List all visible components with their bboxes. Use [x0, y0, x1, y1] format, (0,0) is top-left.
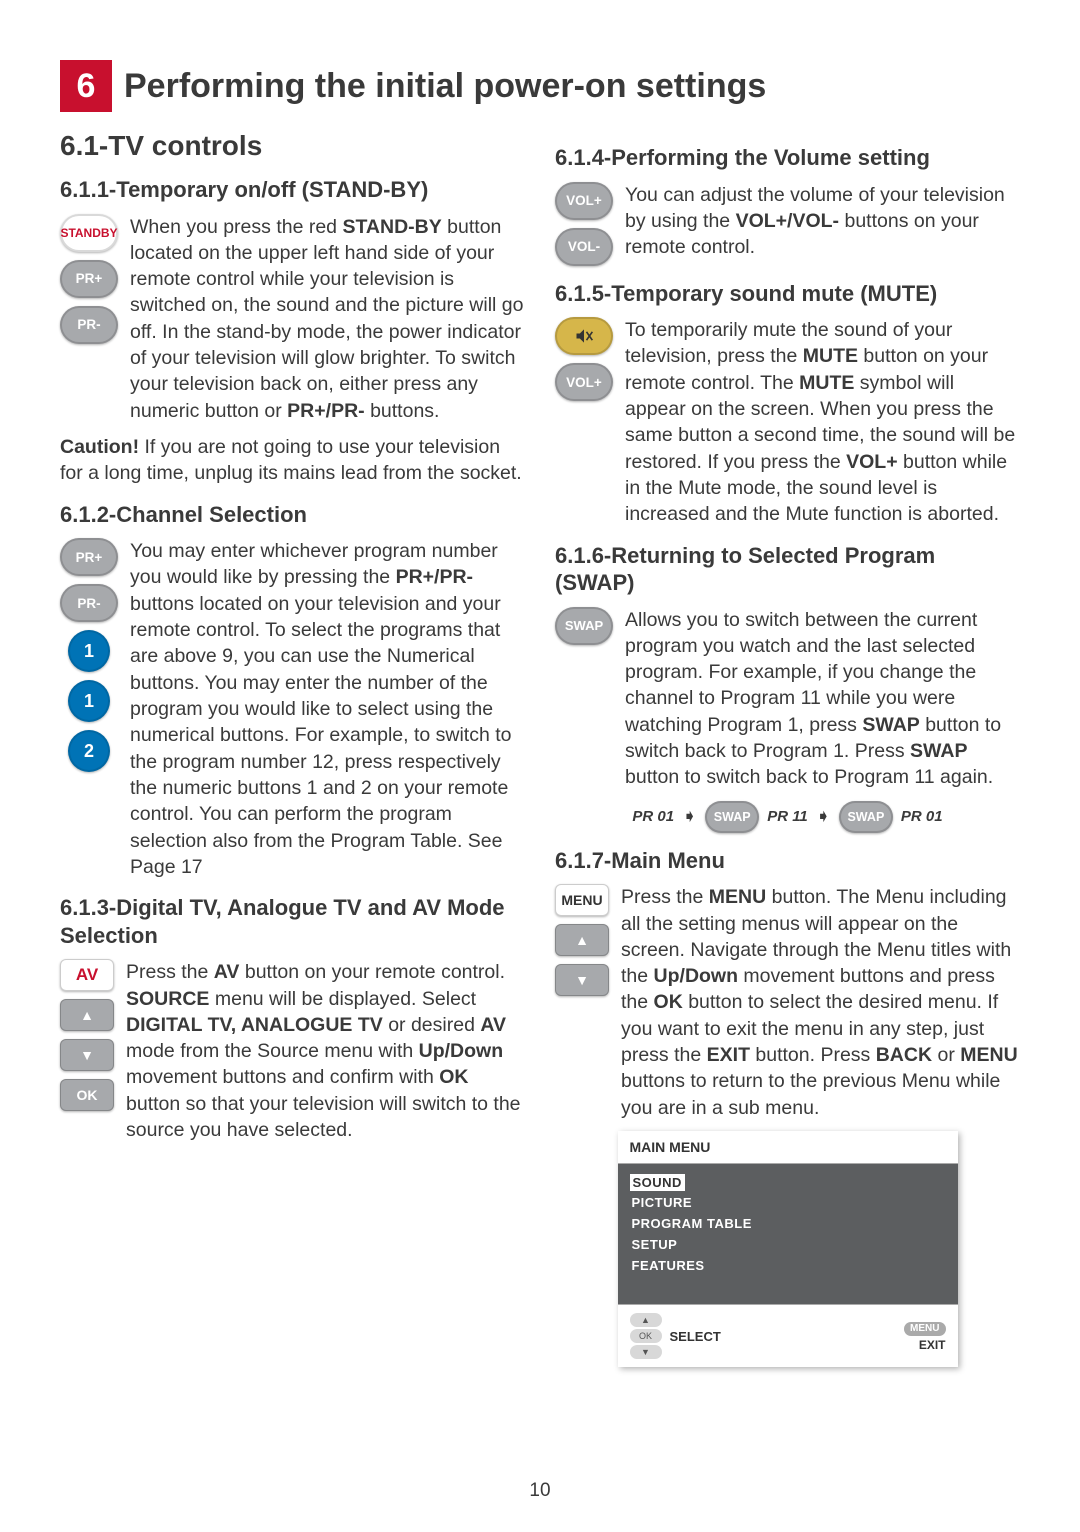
- swap-seq-pr01b: PR 01: [901, 808, 943, 825]
- swap-button-icon: SWAP: [555, 607, 613, 645]
- menu-button-icon: MENU: [555, 884, 609, 916]
- menu-body: SOUND PICTURE PROGRAM TABLE SETUP FEATUR…: [618, 1164, 958, 1304]
- mute-button-icon: [555, 317, 613, 355]
- page-number: 10: [0, 1480, 1080, 1502]
- section-6-1-3-title: 6.1.3-Digital TV, Analogue TV and AV Mod…: [60, 894, 525, 949]
- section-6-1-2-title: 6.1.2-Channel Selection: [60, 501, 525, 529]
- vol-minus-icon: VOL-: [555, 228, 613, 266]
- section-6-1-title: 6.1-TV controls: [60, 130, 525, 162]
- section-6-1-7-body: Press the MENU button. The Menu includin…: [621, 884, 1020, 1121]
- section-6-1-2-body: You may enter whichever program number y…: [130, 538, 525, 880]
- section-6-1-4: 6.1.4-Performing the Volume setting VOL+…: [555, 144, 1020, 266]
- chapter-header: 6 Performing the initial power-on settin…: [60, 60, 1020, 112]
- swap-seq-pr01a: PR 01: [632, 808, 674, 825]
- av-icons: AV ▲ ▼ OK: [60, 959, 114, 1143]
- channel-icons: PR+ PR- 1 1 2: [60, 538, 118, 880]
- section-6-1-3: 6.1.3-Digital TV, Analogue TV and AV Mod…: [60, 894, 525, 1143]
- menu-footer-right: MENU EXIT: [904, 1320, 945, 1352]
- section-6-1-7-title: 6.1.7-Main Menu: [555, 847, 1020, 875]
- pr-minus-icon: PR-: [60, 584, 118, 622]
- swap-icons: SWAP: [555, 607, 613, 791]
- caution-text: Caution! If you are not going to use you…: [60, 434, 525, 487]
- swap-sequence: PR 01 ➧ SWAP PR 11 ➧ SWAP PR 01: [555, 801, 1020, 833]
- down-button-icon: ▼: [555, 964, 609, 996]
- up-button-icon: ▲: [555, 924, 609, 956]
- right-column: 6.1.4-Performing the Volume setting VOL+…: [555, 130, 1020, 1377]
- section-6-1-1: 6.1.1-Temporary on/off (STAND-BY) STANDB…: [60, 176, 525, 487]
- vol-plus-icon: VOL+: [555, 182, 613, 220]
- section-6-1-1-body: When you press the red STAND-BY button l…: [130, 214, 525, 425]
- section-6-1-4-title: 6.1.4-Performing the Volume setting: [555, 144, 1020, 172]
- section-6-1-6-body: Allows you to switch between the current…: [625, 607, 1020, 791]
- menu-footer-nav-icons: ▲ OK ▼: [630, 1313, 662, 1359]
- up-button-icon: ▲: [60, 999, 114, 1031]
- volume-icons: VOL+ VOL-: [555, 182, 613, 266]
- ok-button-icon: OK: [60, 1079, 114, 1111]
- menu-item-features: FEATURES: [630, 1255, 946, 1276]
- pr-plus-icon: PR+: [60, 260, 118, 298]
- down-button-icon: ▼: [60, 1039, 114, 1071]
- swap-pill-2: SWAP: [839, 801, 893, 833]
- menu-item-picture: PICTURE: [630, 1192, 946, 1213]
- section-6-1-2: 6.1.2-Channel Selection PR+ PR- 1 1 2 Yo…: [60, 501, 525, 881]
- section-6-1-6-title: 6.1.6-Returning to Selected Program (SWA…: [555, 542, 1020, 597]
- menu-title: MAIN MENU: [618, 1131, 958, 1164]
- chapter-title: Performing the initial power-on settings: [124, 67, 766, 106]
- numeric-1-icon: 1: [68, 630, 110, 672]
- section-6-1-5: 6.1.5-Temporary sound mute (MUTE) VOL+ T…: [555, 280, 1020, 528]
- pr-plus-icon: PR+: [60, 538, 118, 576]
- section-6-1-4-body: You can adjust the volume of your televi…: [625, 182, 1020, 266]
- menu-item-setup: SETUP: [630, 1234, 946, 1255]
- section-6-1-7: 6.1.7-Main Menu MENU ▲ ▼ Press the MENU …: [555, 847, 1020, 1367]
- numeric-1b-icon: 1: [68, 680, 110, 722]
- menu-icons: MENU ▲ ▼: [555, 884, 609, 1121]
- section-6-1-5-body: To temporarily mute the sound of your te…: [625, 317, 1020, 528]
- standby-button-icon: STANDBY: [60, 214, 118, 252]
- content-columns: 6.1-TV controls 6.1.1-Temporary on/off (…: [60, 130, 1020, 1377]
- chapter-number-badge: 6: [60, 60, 112, 112]
- vol-plus-icon: VOL+: [555, 363, 613, 401]
- swap-seq-pr11: PR 11: [767, 808, 808, 825]
- section-6-1-5-title: 6.1.5-Temporary sound mute (MUTE): [555, 280, 1020, 308]
- menu-footer: ▲ OK ▼ SELECT MENU EXIT: [618, 1304, 958, 1367]
- av-button-icon: AV: [60, 959, 114, 991]
- arrow-icon: ➧: [682, 806, 697, 827]
- swap-pill-1: SWAP: [705, 801, 759, 833]
- numeric-2-icon: 2: [68, 730, 110, 772]
- menu-item-program-table: PROGRAM TABLE: [630, 1213, 946, 1234]
- section-6-1-6: 6.1.6-Returning to Selected Program (SWA…: [555, 542, 1020, 833]
- section-6-1-1-title: 6.1.1-Temporary on/off (STAND-BY): [60, 176, 525, 204]
- pr-minus-icon: PR-: [60, 306, 118, 344]
- section-6-1-3-body: Press the AV button on your remote contr…: [126, 959, 525, 1143]
- menu-item-sound: SOUND: [630, 1174, 685, 1191]
- left-column: 6.1-TV controls 6.1.1-Temporary on/off (…: [60, 130, 525, 1377]
- menu-footer-select: SELECT: [670, 1329, 721, 1344]
- arrow-icon: ➧: [816, 806, 831, 827]
- main-menu-panel: MAIN MENU SOUND PICTURE PROGRAM TABLE SE…: [618, 1131, 958, 1367]
- mute-icons: VOL+: [555, 317, 613, 528]
- standby-icons: STANDBY PR+ PR-: [60, 214, 118, 425]
